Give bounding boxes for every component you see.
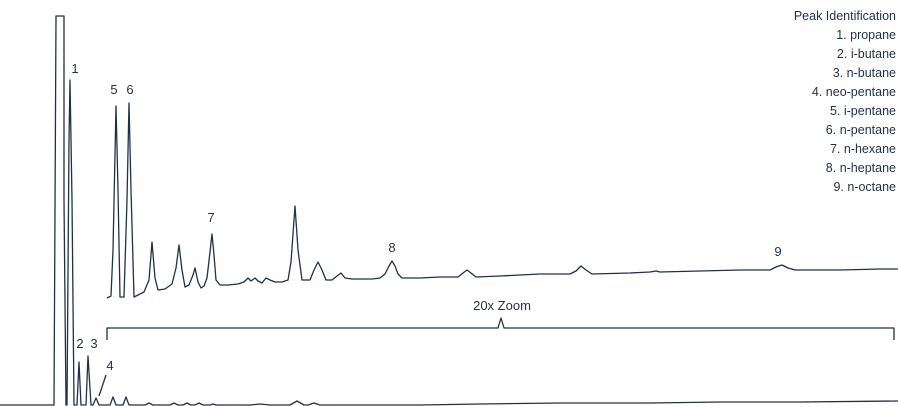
peak-label-9: 9	[774, 244, 781, 259]
peak-label-6: 6	[126, 82, 133, 97]
legend-entry: 7. n-hexane	[830, 142, 896, 156]
peak-label-7: 7	[207, 210, 214, 225]
legend: Peak Identification 1. propane 2. i-buta…	[794, 9, 896, 194]
legend-entry: 2. i-butane	[837, 47, 896, 61]
peak-label-4: 4	[106, 358, 113, 373]
peak-4-leader-line	[98, 374, 107, 397]
peak-label-8: 8	[388, 240, 395, 255]
legend-entry: 8. n-heptane	[826, 161, 896, 175]
zoom-bracket	[106, 317, 895, 340]
legend-title: Peak Identification	[794, 9, 896, 23]
legend-entry: 1. propane	[836, 28, 896, 42]
legend-entry: 4. neo-pentane	[812, 85, 896, 99]
peak-label-2: 2	[76, 336, 83, 351]
legend-entry: 6. n-pentane	[826, 123, 896, 137]
zoom-label: 20x Zoom	[473, 298, 531, 313]
peak-label-1: 1	[71, 61, 78, 76]
legend-entry: 5. i-pentane	[830, 104, 896, 118]
peak-label-5: 5	[110, 82, 117, 97]
legend-entry: 9. n-octane	[833, 180, 896, 194]
zoom-trace	[106, 102, 898, 299]
legend-entry: 3. n-butane	[833, 66, 896, 80]
peak-label-3: 3	[90, 336, 97, 351]
full-scale-trace	[0, 15, 898, 406]
